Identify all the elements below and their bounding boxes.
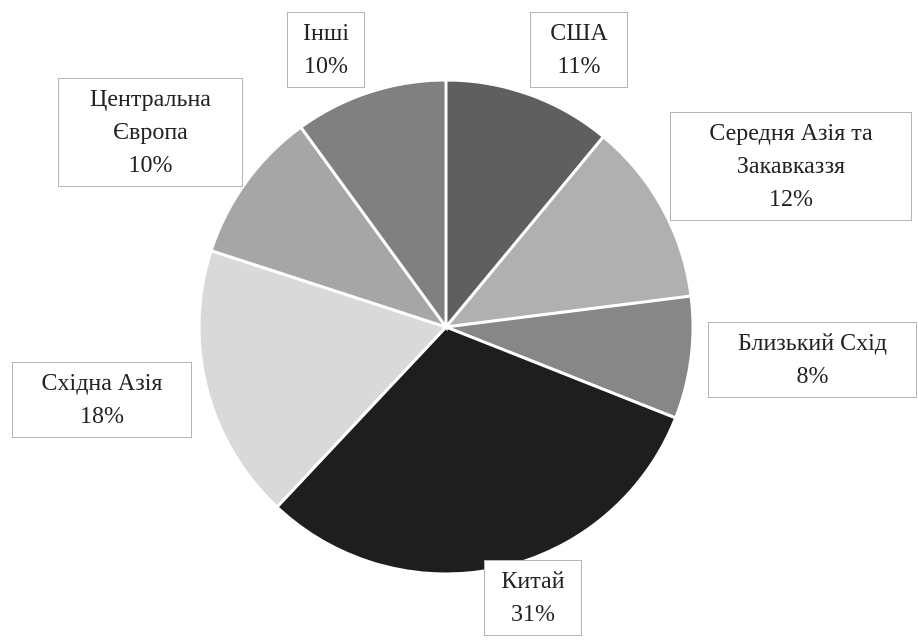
- category-label: Центральна Європа: [90, 86, 211, 145]
- pie-slice: [298, 78, 448, 332]
- data-label: Інші 10%: [287, 12, 365, 88]
- data-label: Середня Азія та Закавказзя 12%: [670, 112, 912, 221]
- value-label: 18%: [80, 403, 124, 429]
- value-label: 10%: [128, 152, 173, 178]
- pie-slice: [444, 78, 606, 332]
- pie-slice: [209, 125, 450, 330]
- category-label: Інші: [303, 20, 349, 46]
- data-label: Центральна Європа 10%: [58, 78, 243, 187]
- pie-slice: [197, 248, 449, 510]
- data-label: Близький Схід 8%: [708, 322, 917, 398]
- data-label: Китай 31%: [484, 560, 582, 636]
- value-label: 11%: [557, 53, 601, 79]
- pie-slice: [442, 134, 693, 329]
- value-label: 12%: [769, 186, 813, 212]
- data-label: Східна Азія 18%: [12, 362, 192, 438]
- data-label: США 11%: [530, 12, 628, 88]
- category-label: Східна Азія: [41, 370, 163, 396]
- value-label: 31%: [511, 601, 555, 627]
- category-label: Близький Схід: [738, 330, 887, 356]
- category-label: США: [550, 20, 608, 46]
- value-label: 8%: [796, 363, 829, 389]
- category-label: Середня Азія та Закавказзя: [709, 120, 873, 179]
- value-label: 10%: [304, 53, 348, 79]
- pie-slice: [445, 294, 695, 420]
- category-label: Китай: [501, 568, 565, 594]
